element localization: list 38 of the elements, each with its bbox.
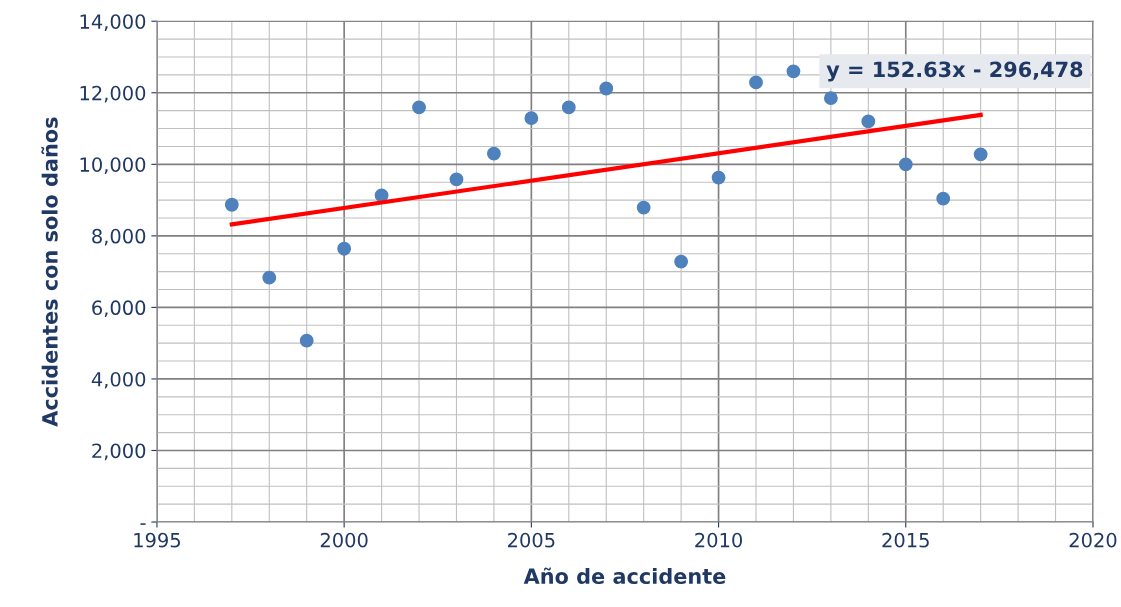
point xyxy=(749,75,763,90)
point xyxy=(262,270,277,285)
point xyxy=(561,100,576,115)
point xyxy=(299,333,314,348)
point xyxy=(487,146,501,161)
x-tick-label: 2010 xyxy=(695,532,743,548)
y-tick-label: 8,000 xyxy=(92,228,146,246)
point xyxy=(823,91,838,106)
point xyxy=(337,241,352,256)
x-tick-label: 2015 xyxy=(882,532,929,548)
point xyxy=(636,200,651,215)
point xyxy=(599,81,614,96)
point xyxy=(711,170,726,185)
point xyxy=(861,114,876,129)
x-axis-title: Año de accidente xyxy=(523,567,726,585)
point xyxy=(936,191,951,206)
y-tick-label: 4,000 xyxy=(91,371,146,389)
point xyxy=(973,147,988,162)
annotation: y = 152.63x - 296,478 xyxy=(826,61,1083,82)
point xyxy=(674,254,689,269)
point xyxy=(786,64,801,79)
y-tick-label: 10,000 xyxy=(80,157,146,174)
y-tick-label: 12,000 xyxy=(80,85,146,103)
point xyxy=(412,100,426,115)
x-tick-label: 2005 xyxy=(508,532,555,548)
point xyxy=(374,188,389,203)
y-tick-label: - xyxy=(140,523,146,525)
y-axis-title: Accidentes con solo daños xyxy=(41,117,58,427)
y-tick-label: 6,000 xyxy=(92,300,146,318)
point xyxy=(224,197,239,212)
x-tick-label: 2020 xyxy=(1069,532,1117,548)
point xyxy=(898,157,913,172)
y-tick-label: 2,000 xyxy=(92,443,146,461)
x-tick-label: 2000 xyxy=(320,532,368,548)
point xyxy=(449,172,464,187)
point xyxy=(524,111,539,126)
x-tick-label: 1995 xyxy=(134,532,180,548)
y-tick-label: 14,000 xyxy=(80,14,146,31)
